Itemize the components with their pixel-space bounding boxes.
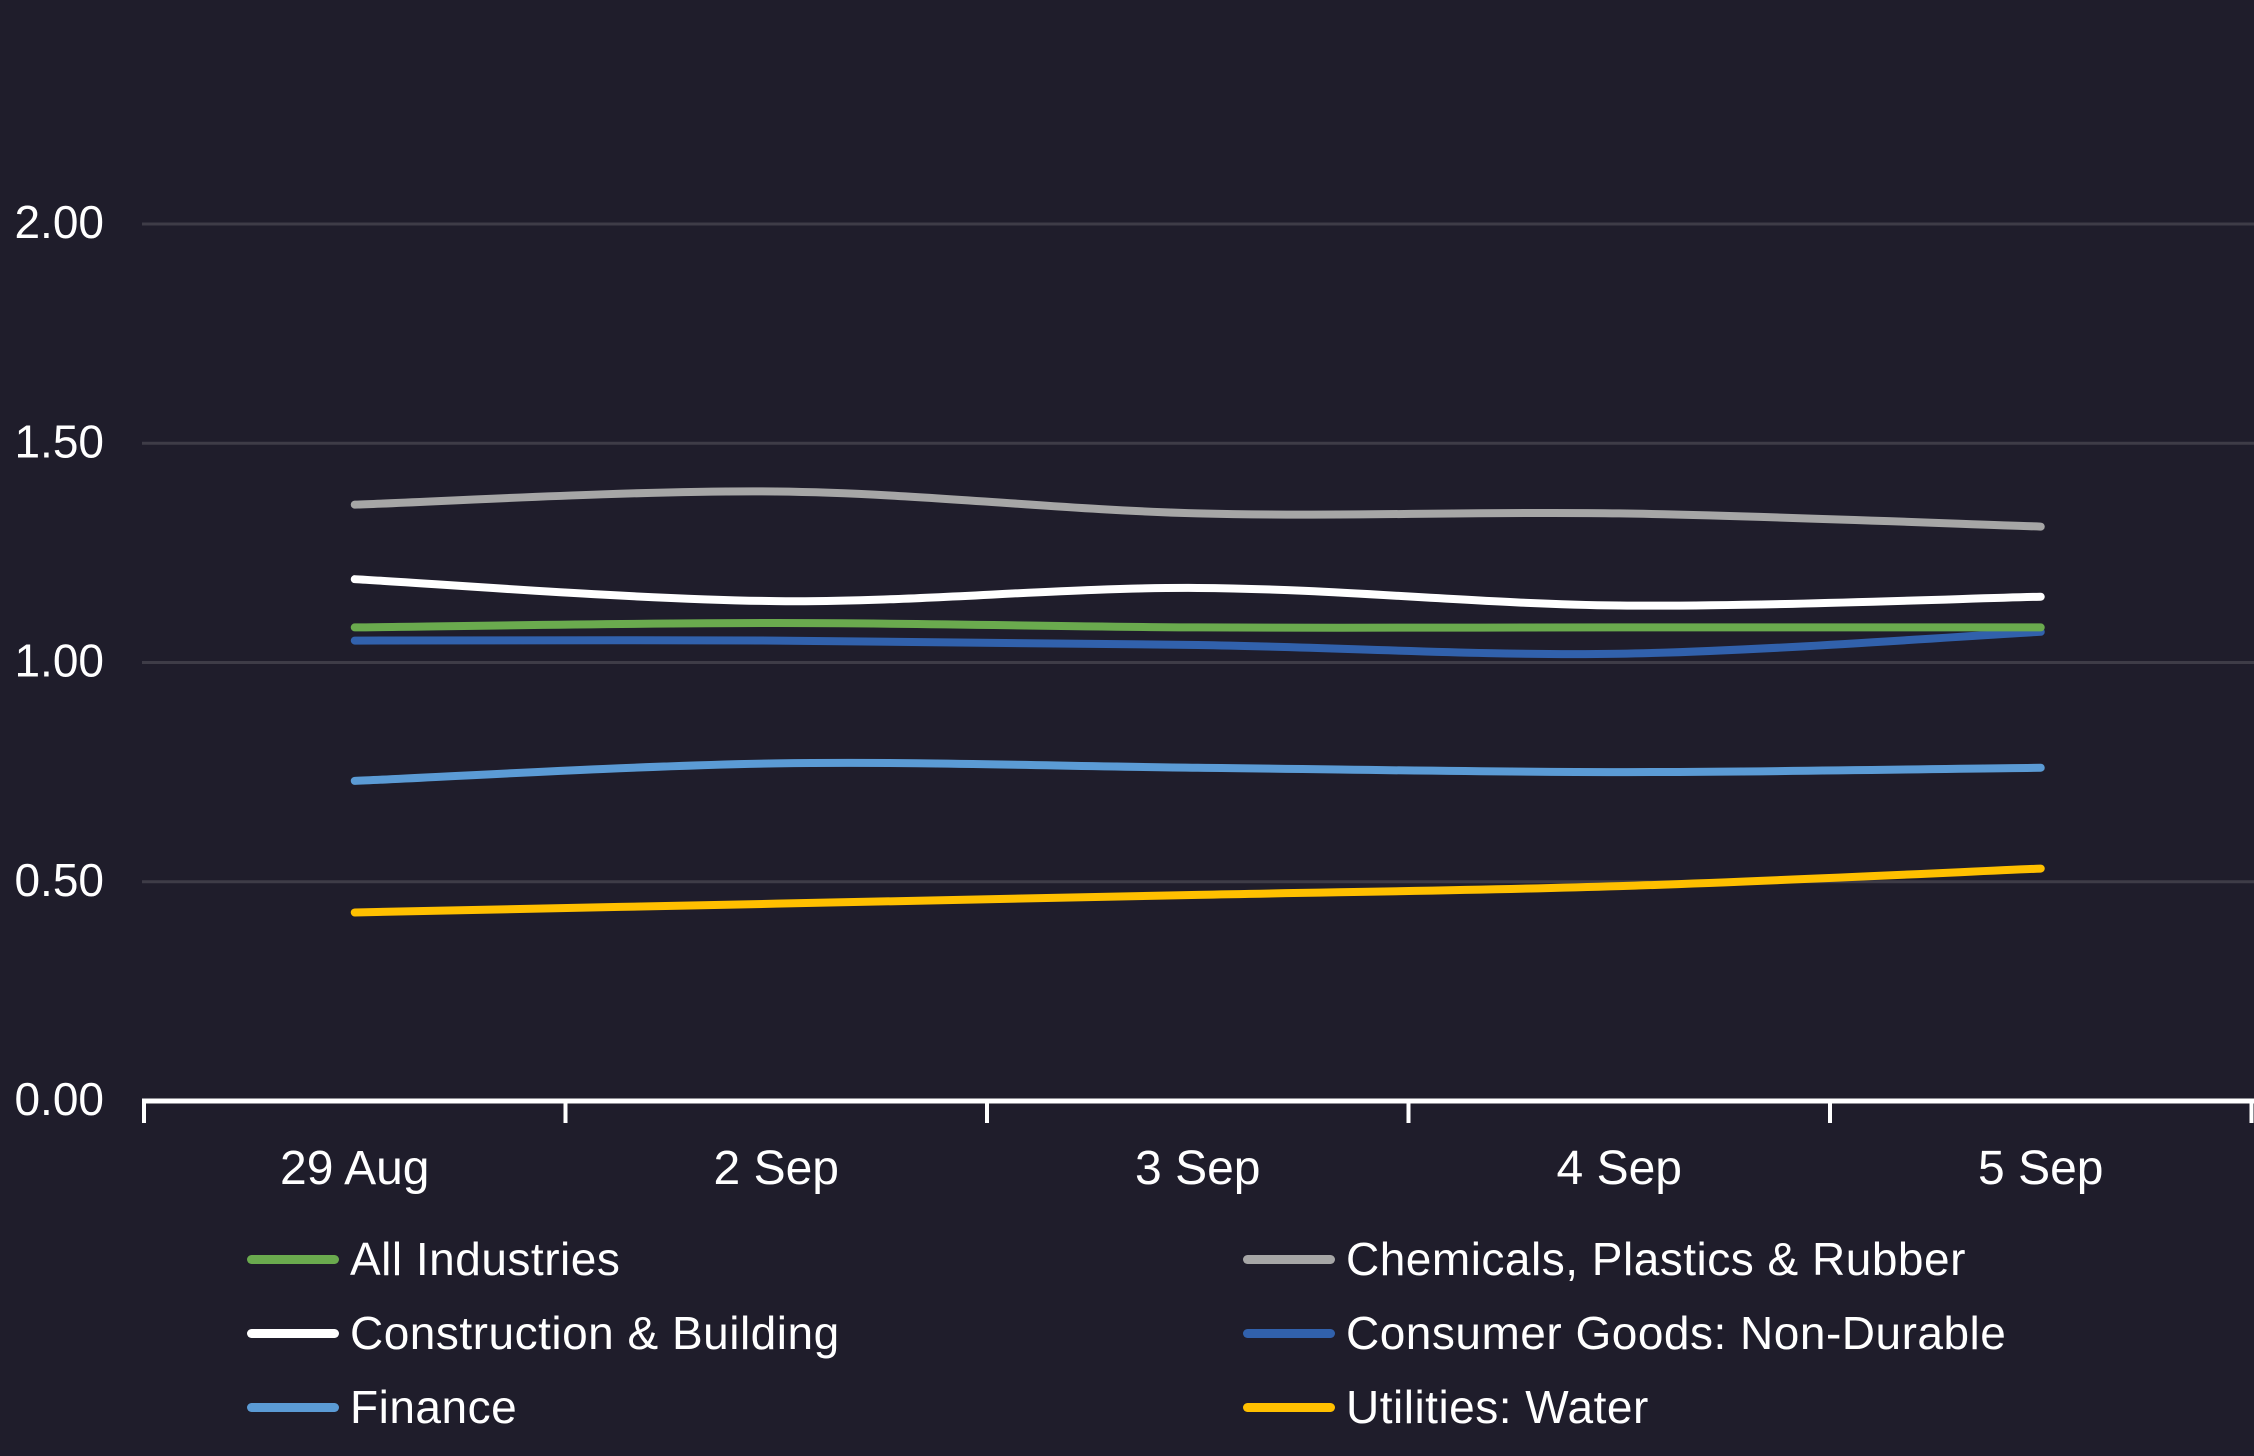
x-tick-label: 2 Sep — [714, 1142, 839, 1195]
legend-label: All Industries — [350, 1233, 621, 1285]
series-line-chemicals-plastics-rubber — [350, 487, 2045, 531]
legend-swatch-finance — [247, 1402, 339, 1412]
legend-item-utilities-water[interactable]: Utilities: Water — [1243, 1370, 2006, 1444]
legend-swatch-consumer-goods-non-durable — [1243, 1328, 1335, 1338]
y-tick-label: 1.00 — [14, 635, 104, 687]
y-tick-label: 2.00 — [14, 196, 104, 248]
x-tick-label: 3 Sep — [1135, 1142, 1260, 1195]
legend-label: Consumer Goods: Non-Durable — [1346, 1307, 2007, 1359]
legend-item-finance[interactable]: Finance — [247, 1370, 1243, 1444]
legend-label: Finance — [350, 1381, 518, 1433]
legend: All Industries Construction & Building Fin… — [247, 1222, 2006, 1444]
legend-swatch-chemicals-plastics-rubber — [1243, 1254, 1335, 1264]
legend-swatch-utilities-water — [1243, 1402, 1335, 1412]
legend-label: Construction & Building — [350, 1307, 840, 1359]
x-tick-label: 5 Sep — [1978, 1142, 2103, 1195]
x-tick-label: 29 Aug — [280, 1142, 429, 1195]
legend-swatch-construction-building — [247, 1328, 339, 1338]
legend-item-consumer-goods-non-durable[interactable]: Consumer Goods: Non-Durable — [1243, 1296, 2006, 1370]
series-line-consumer-goods-non-durable — [350, 627, 2045, 659]
series-line-finance — [350, 758, 2045, 785]
legend-item-all-industries[interactable]: All Industries — [247, 1222, 1243, 1296]
legend-label: Chemicals, Plastics & Rubber — [1346, 1233, 1966, 1285]
series-line-construction-building — [350, 575, 2045, 610]
y-tick-label: 0.00 — [14, 1073, 104, 1125]
x-tick-label: 4 Sep — [1557, 1142, 1682, 1195]
y-tick-label: 0.50 — [14, 854, 104, 906]
legend-label: Utilities: Water — [1346, 1381, 1649, 1433]
legend-item-chemicals-plastics-rubber[interactable]: Chemicals, Plastics & Rubber — [1243, 1222, 2006, 1296]
series-line-all-industries — [350, 619, 2045, 632]
series-line-utilities-water — [350, 864, 2045, 917]
y-tick-label: 1.50 — [14, 415, 104, 467]
legend-item-construction-building[interactable]: Construction & Building — [247, 1296, 1243, 1370]
legend-swatch-all-industries — [247, 1254, 339, 1264]
